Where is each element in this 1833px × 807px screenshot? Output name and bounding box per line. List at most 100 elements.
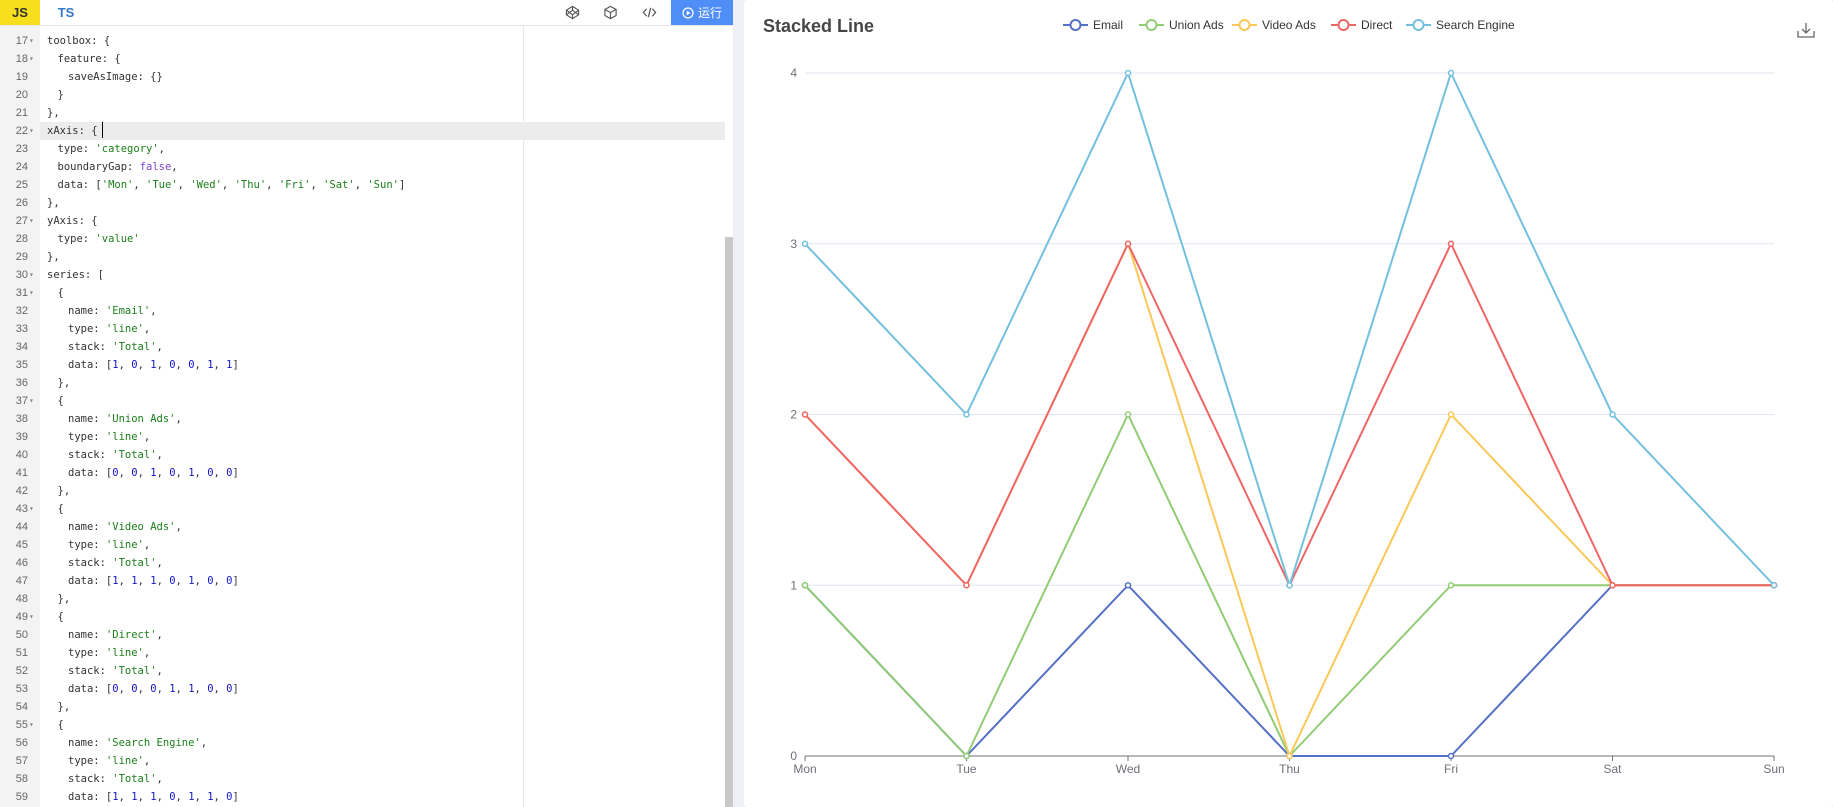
code-line[interactable]: 36},: [0, 374, 725, 392]
code-line[interactable]: 40 stack: 'Total',: [0, 446, 725, 464]
line-number: 18: [15, 53, 28, 65]
code-line[interactable]: 37 ▾ {: [0, 392, 725, 410]
fold-toggle-icon[interactable]: ▾: [29, 216, 34, 225]
series-line: [804, 584, 1774, 757]
legend-item[interactable]: Direct: [1331, 14, 1392, 36]
fold-toggle-icon[interactable]: ▾: [29, 288, 34, 297]
code-line[interactable]: 39 type: 'line',: [0, 428, 725, 446]
data-point: [963, 582, 970, 589]
series-line: [804, 72, 1775, 587]
legend-item[interactable]: Video Ads: [1232, 14, 1316, 36]
code-line[interactable]: 48},: [0, 590, 725, 608]
run-button[interactable]: 运行: [671, 0, 733, 25]
code-line[interactable]: 30 ▾ series: [: [0, 266, 725, 284]
code-line[interactable]: 33 type: 'line',: [0, 320, 725, 338]
code-text: type: 'line',: [68, 647, 151, 659]
legend-label: Search Engine: [1436, 18, 1515, 32]
code-line[interactable]: 55 ▾ {: [0, 716, 725, 734]
code-line[interactable]: 19 saveAsImage: {}: [0, 68, 725, 86]
code-line[interactable]: 58 stack: 'Total',: [0, 770, 725, 788]
code-line[interactable]: 57 type: 'line',: [0, 752, 725, 770]
code-line[interactable]: 32 name: 'Email',: [0, 302, 725, 320]
code-line[interactable]: 47 data: [1, 1, 1, 0, 1, 0, 0]: [0, 572, 725, 590]
fold-toggle-icon[interactable]: ▾: [29, 126, 34, 135]
line-number: 55: [15, 719, 28, 731]
line-number: 21: [15, 107, 28, 119]
legend-item[interactable]: Email: [1063, 14, 1123, 36]
stacked-line-chart: 0 1 2 3 4 Mon Tue Wed Thu Fri Sat Sun: [790, 66, 1784, 776]
code-text: name: 'Direct',: [68, 629, 163, 641]
code-line[interactable]: 41 data: [0, 0, 1, 0, 1, 0, 0]: [0, 464, 725, 482]
line-number: 32: [15, 305, 28, 317]
code-line[interactable]: 44 name: 'Video Ads',: [0, 518, 725, 536]
code-line[interactable]: 17 ▾ toolbox: {: [0, 32, 725, 50]
x-tick-label: Thu: [1279, 762, 1300, 776]
data-point: [963, 752, 970, 760]
line-number: 25: [15, 179, 28, 191]
code-text: },: [47, 251, 60, 263]
line-number: 45: [15, 539, 28, 551]
fold-toggle-icon[interactable]: ▾: [29, 54, 34, 63]
code-line[interactable]: 25 data: ['Mon', 'Tue', 'Wed', 'Thu', 'Fr…: [0, 176, 725, 194]
embed-code-icon[interactable]: [635, 0, 663, 25]
legend-item[interactable]: Search Engine: [1406, 14, 1515, 36]
line-number: 23: [15, 143, 28, 155]
data-point: [1609, 411, 1616, 418]
code-line[interactable]: 31 ▾ {: [0, 284, 725, 302]
code-text: data: [1, 1, 1, 0, 1, 0, 0]: [68, 575, 239, 587]
code-line[interactable]: 59 data: [1, 1, 1, 0, 1, 1, 0]: [0, 788, 725, 806]
code-line[interactable]: 23 type: 'category',: [0, 140, 725, 158]
code-line[interactable]: 51 type: 'line',: [0, 644, 725, 662]
codesandbox-icon[interactable]: [596, 0, 624, 25]
legend-line-icon: [1331, 19, 1356, 31]
code-line[interactable]: 46 stack: 'Total',: [0, 554, 725, 572]
fold-toggle-icon[interactable]: ▾: [29, 270, 34, 279]
legend-line-icon: [1232, 19, 1257, 31]
download-icon[interactable]: [1794, 18, 1818, 42]
code-line[interactable]: 54},: [0, 698, 725, 716]
editor-scrollbar[interactable]: [725, 237, 733, 807]
codepen-icon[interactable]: [558, 0, 586, 25]
code-line[interactable]: 22 ▾ xAxis: {: [0, 122, 725, 140]
fold-toggle-icon[interactable]: ▾: [29, 612, 34, 621]
code-line[interactable]: 49 ▾ {: [0, 608, 725, 626]
code-text: },: [47, 107, 60, 119]
code-line[interactable]: 24 boundaryGap: false,: [0, 158, 725, 176]
x-tick-label: Sun: [1763, 762, 1784, 776]
code-line[interactable]: 50 name: 'Direct',: [0, 626, 725, 644]
data-point: [1124, 582, 1132, 589]
code-line[interactable]: 45 type: 'line',: [0, 536, 725, 554]
tab-js[interactable]: JS: [0, 0, 40, 25]
tab-ts[interactable]: TS: [57, 5, 75, 20]
code-line[interactable]: 53 data: [0, 0, 0, 1, 1, 0, 0]: [0, 680, 725, 698]
line-number: 39: [15, 431, 28, 443]
code-line[interactable]: 52 stack: 'Total',: [0, 662, 725, 680]
code-line[interactable]: 43 ▾ {: [0, 500, 725, 518]
line-number: 57: [15, 755, 28, 767]
line-number: 41: [15, 467, 28, 479]
code-line[interactable]: 35 data: [1, 0, 1, 0, 0, 1, 1]: [0, 356, 725, 374]
code-line[interactable]: 38 name: 'Union Ads',: [0, 410, 725, 428]
legend-item[interactable]: Union Ads: [1139, 14, 1224, 36]
code-line[interactable]: 20}: [0, 86, 725, 104]
code-line[interactable]: 34 stack: 'Total',: [0, 338, 725, 356]
code-text: }: [57, 89, 64, 101]
code-text: data: [0, 0, 0, 1, 1, 0, 0]: [68, 683, 239, 695]
line-number: 20: [15, 89, 28, 101]
fold-toggle-icon[interactable]: ▾: [29, 396, 34, 405]
data-point: [1447, 582, 1455, 589]
code-text: xAxis: {: [47, 125, 98, 137]
code-line[interactable]: 18 ▾ feature: {: [0, 50, 725, 68]
code-line[interactable]: 29},: [0, 248, 725, 266]
code-area[interactable]: 17 ▾ toolbox: {18 ▾ feature: {19 saveAsImage:…: [0, 32, 725, 806]
fold-toggle-icon[interactable]: ▾: [29, 720, 34, 729]
code-line[interactable]: 56 name: 'Search Engine',: [0, 734, 725, 752]
fold-toggle-icon[interactable]: ▾: [29, 36, 34, 45]
fold-toggle-icon[interactable]: ▾: [29, 504, 34, 513]
x-tick-label: Fri: [1444, 762, 1458, 776]
code-line[interactable]: 26},: [0, 194, 725, 212]
code-line[interactable]: 42},: [0, 482, 725, 500]
code-line[interactable]: 21},: [0, 104, 725, 122]
code-line[interactable]: 28 type: 'value': [0, 230, 725, 248]
code-line[interactable]: 27 ▾ yAxis: {: [0, 212, 725, 230]
